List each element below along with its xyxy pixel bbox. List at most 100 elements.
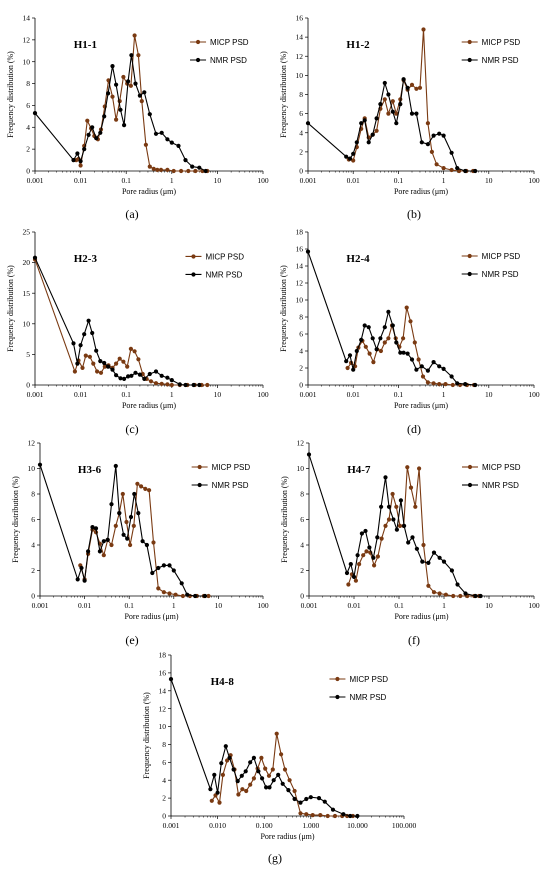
y-axis-label: Frequency distribution (%) bbox=[6, 51, 15, 138]
x-axis-label: Pore radius (μm) bbox=[122, 187, 176, 196]
series-line-nmr bbox=[307, 77, 476, 172]
data-point-nmr bbox=[227, 755, 232, 761]
data-point-nmr bbox=[441, 366, 446, 371]
data-point-nmr bbox=[142, 376, 147, 381]
data-point-micp bbox=[417, 85, 423, 90]
data-point-nmr bbox=[75, 577, 80, 582]
data-point-micp bbox=[443, 592, 448, 597]
y-tick-label: 0 bbox=[162, 812, 166, 821]
data-point-micp bbox=[351, 158, 356, 163]
y-tick-label: 2 bbox=[26, 145, 30, 154]
series-line-nmr bbox=[34, 55, 206, 172]
data-point-nmr bbox=[114, 82, 119, 87]
data-point-nmr bbox=[276, 772, 281, 778]
data-point-nmr bbox=[176, 143, 181, 148]
data-point-micp bbox=[128, 542, 133, 548]
y-tick-label: 0 bbox=[26, 167, 30, 176]
x-tick-label: 0.001 bbox=[27, 390, 44, 399]
data-point-nmr bbox=[386, 309, 391, 314]
data-point-micp bbox=[147, 164, 152, 169]
legend-label: MICP PSD bbox=[212, 463, 251, 472]
data-point-micp bbox=[155, 167, 160, 172]
data-point-nmr bbox=[463, 382, 468, 387]
y-tick-label: 18 bbox=[296, 228, 304, 237]
legend-label: NMR PSD bbox=[205, 270, 242, 279]
y-tick-label: 10 bbox=[159, 722, 167, 731]
y-tick-label: 8 bbox=[31, 490, 35, 499]
data-point-nmr bbox=[82, 147, 87, 152]
data-point-nmr bbox=[280, 781, 285, 786]
data-point-nmr bbox=[455, 582, 460, 587]
data-point-nmr bbox=[379, 504, 384, 509]
data-point-micp bbox=[404, 305, 409, 310]
x-tick-label: 10 bbox=[485, 176, 493, 185]
y-tick-label: 6 bbox=[299, 109, 303, 118]
data-point-micp bbox=[416, 357, 421, 362]
data-point-nmr bbox=[426, 560, 431, 566]
data-point-micp bbox=[114, 117, 119, 122]
data-point-micp bbox=[364, 549, 369, 554]
data-point-nmr bbox=[478, 593, 483, 599]
data-point-micp bbox=[425, 380, 430, 385]
x-tick-label: 0.01 bbox=[74, 176, 87, 185]
data-point-micp bbox=[383, 523, 388, 529]
legend-swatch-marker bbox=[467, 253, 472, 259]
data-point-nmr bbox=[161, 563, 166, 568]
data-point-nmr bbox=[223, 744, 228, 749]
y-tick-label: 4 bbox=[299, 347, 303, 356]
data-point-nmr bbox=[409, 111, 415, 116]
x-tick-label: 100 bbox=[257, 601, 269, 610]
data-point-micp bbox=[274, 731, 279, 736]
data-point-nmr bbox=[370, 336, 375, 341]
data-point-micp bbox=[120, 491, 125, 497]
data-point-nmr bbox=[153, 131, 159, 136]
data-point-nmr bbox=[191, 382, 196, 388]
x-tick-label: 100 bbox=[257, 390, 269, 399]
data-point-micp bbox=[91, 361, 96, 366]
data-point-micp bbox=[85, 118, 90, 123]
data-point-micp bbox=[394, 111, 399, 116]
data-point-micp bbox=[282, 767, 288, 772]
data-point-micp bbox=[135, 481, 140, 486]
data-point-nmr bbox=[401, 350, 406, 355]
data-point-micp bbox=[304, 812, 309, 817]
data-point-nmr bbox=[425, 142, 430, 147]
data-point-micp bbox=[244, 788, 249, 794]
x-axis-label: Pore radius (μm) bbox=[394, 187, 448, 196]
data-point-nmr bbox=[133, 81, 138, 86]
y-axis-label: Frequency distribution (%) bbox=[279, 51, 288, 138]
data-point-nmr bbox=[159, 373, 164, 378]
x-axis-label: Pore radius (μm) bbox=[394, 401, 448, 410]
x-tick-label: 0.1 bbox=[122, 176, 132, 185]
y-axis-label: Frequency distribution (%) bbox=[279, 265, 288, 352]
data-point-micp bbox=[148, 379, 154, 384]
y-tick-label: 2 bbox=[299, 147, 303, 156]
data-point-nmr bbox=[382, 325, 387, 330]
y-tick-label: 0 bbox=[31, 592, 35, 601]
data-point-nmr bbox=[153, 369, 159, 374]
data-point-nmr bbox=[449, 374, 454, 379]
data-point-nmr bbox=[355, 553, 360, 558]
data-point-nmr bbox=[106, 364, 111, 369]
data-point-micp bbox=[165, 167, 170, 172]
data-point-nmr bbox=[414, 546, 419, 551]
data-point-nmr bbox=[419, 140, 424, 145]
data-point-nmr bbox=[136, 510, 141, 516]
data-point-nmr bbox=[390, 109, 395, 114]
chart-panel-b: 0 2 4 6 8 10 12 14 16 0.001 0.01 0.1 1 10 100 Pore radi… bbox=[279, 14, 540, 221]
x-tick-label: 0.1 bbox=[122, 390, 132, 399]
data-point-micp bbox=[390, 491, 395, 497]
x-tick-label: 10 bbox=[215, 601, 223, 610]
data-point-micp bbox=[132, 33, 137, 38]
data-point-nmr bbox=[251, 755, 256, 761]
data-point-micp bbox=[143, 486, 148, 491]
data-point-nmr bbox=[370, 132, 375, 137]
data-point-nmr bbox=[371, 555, 376, 560]
panel-caption: (c) bbox=[125, 422, 138, 436]
data-point-micp bbox=[417, 466, 422, 471]
y-tick-label: 16 bbox=[159, 668, 167, 677]
x-tick-label: 0.001 bbox=[300, 390, 317, 399]
y-tick-label: 15 bbox=[23, 289, 31, 298]
data-point-micp bbox=[132, 349, 137, 354]
x-tick-label: 1 bbox=[170, 176, 174, 185]
